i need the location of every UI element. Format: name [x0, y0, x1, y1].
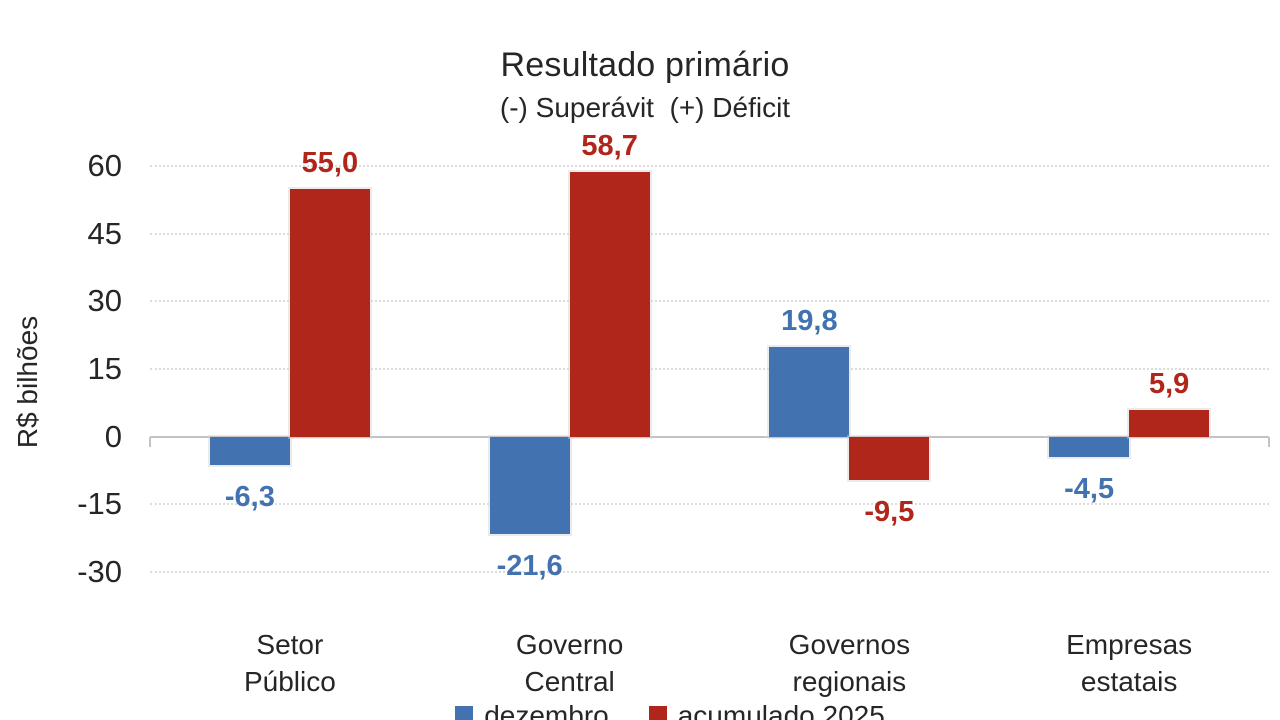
chart-title: Resultado primário	[500, 46, 790, 84]
bar-acumulado-2025-1	[569, 171, 650, 437]
legend-label: dezembro	[484, 700, 609, 720]
zero-axis-line	[150, 435, 1269, 438]
y-tick-label: -15	[77, 486, 122, 522]
bar-value-label-acumulado-2025-3: 5,9	[1148, 368, 1190, 401]
category-label-3: Empresas estatais	[1066, 629, 1193, 697]
y-tick-label: 45	[87, 215, 122, 251]
gridline	[150, 232, 1269, 235]
bar-acumulado-2025-3	[1129, 410, 1210, 437]
bar-dezembro-3	[1049, 436, 1130, 457]
gridline	[150, 300, 1269, 303]
y-tick-label: 60	[87, 148, 122, 183]
y-tick-label: 15	[87, 351, 122, 386]
bar-value-label-acumulado-2025-2: -9,5	[864, 495, 915, 528]
gridline	[150, 368, 1269, 370]
bar-value-label-dezembro-0: -6,3	[224, 481, 275, 514]
gridline	[150, 165, 1269, 167]
category-label-1: Governo Central	[515, 629, 624, 697]
legend-swatch	[648, 706, 667, 720]
gridline	[150, 571, 1269, 573]
bar-value-label-dezembro-3: -4,5	[1064, 472, 1115, 505]
legend-label: acumulado 2025	[677, 700, 885, 720]
chart-subtitle: (-) Superávit (+) Déficit	[499, 92, 791, 123]
axis-end-tick	[1268, 436, 1270, 447]
y-tick-label: -30	[77, 554, 122, 589]
category-label-2: Governos regionais	[788, 629, 911, 697]
bar-dezembro-1	[489, 436, 570, 535]
bar-acumulado-2025-2	[849, 436, 930, 480]
bar-dezembro-0	[209, 436, 290, 466]
legend-swatch	[455, 706, 474, 720]
bar-acumulado-2025-0	[289, 188, 370, 437]
y-tick-label: 30	[87, 283, 122, 319]
bar-value-label-dezembro-1: -21,6	[496, 550, 563, 583]
legend: dezembro acumulado 2025	[30, 699, 1280, 720]
category-label-0: Setor Público	[243, 629, 336, 697]
bar-value-label-acumulado-2025-0: 55,0	[301, 146, 359, 179]
bar-value-label-acumulado-2025-1: 58,7	[581, 129, 638, 162]
axis-end-tick	[149, 436, 151, 447]
bar-value-label-dezembro-2: 19,8	[781, 305, 838, 338]
bar-dezembro-2	[769, 347, 850, 437]
gridline	[150, 503, 1269, 506]
y-tick-label: 0	[104, 418, 122, 454]
legend-item-dezembro: dezembro	[455, 699, 609, 720]
legend-item-acumulado-2025: acumulado 2025	[648, 699, 885, 720]
